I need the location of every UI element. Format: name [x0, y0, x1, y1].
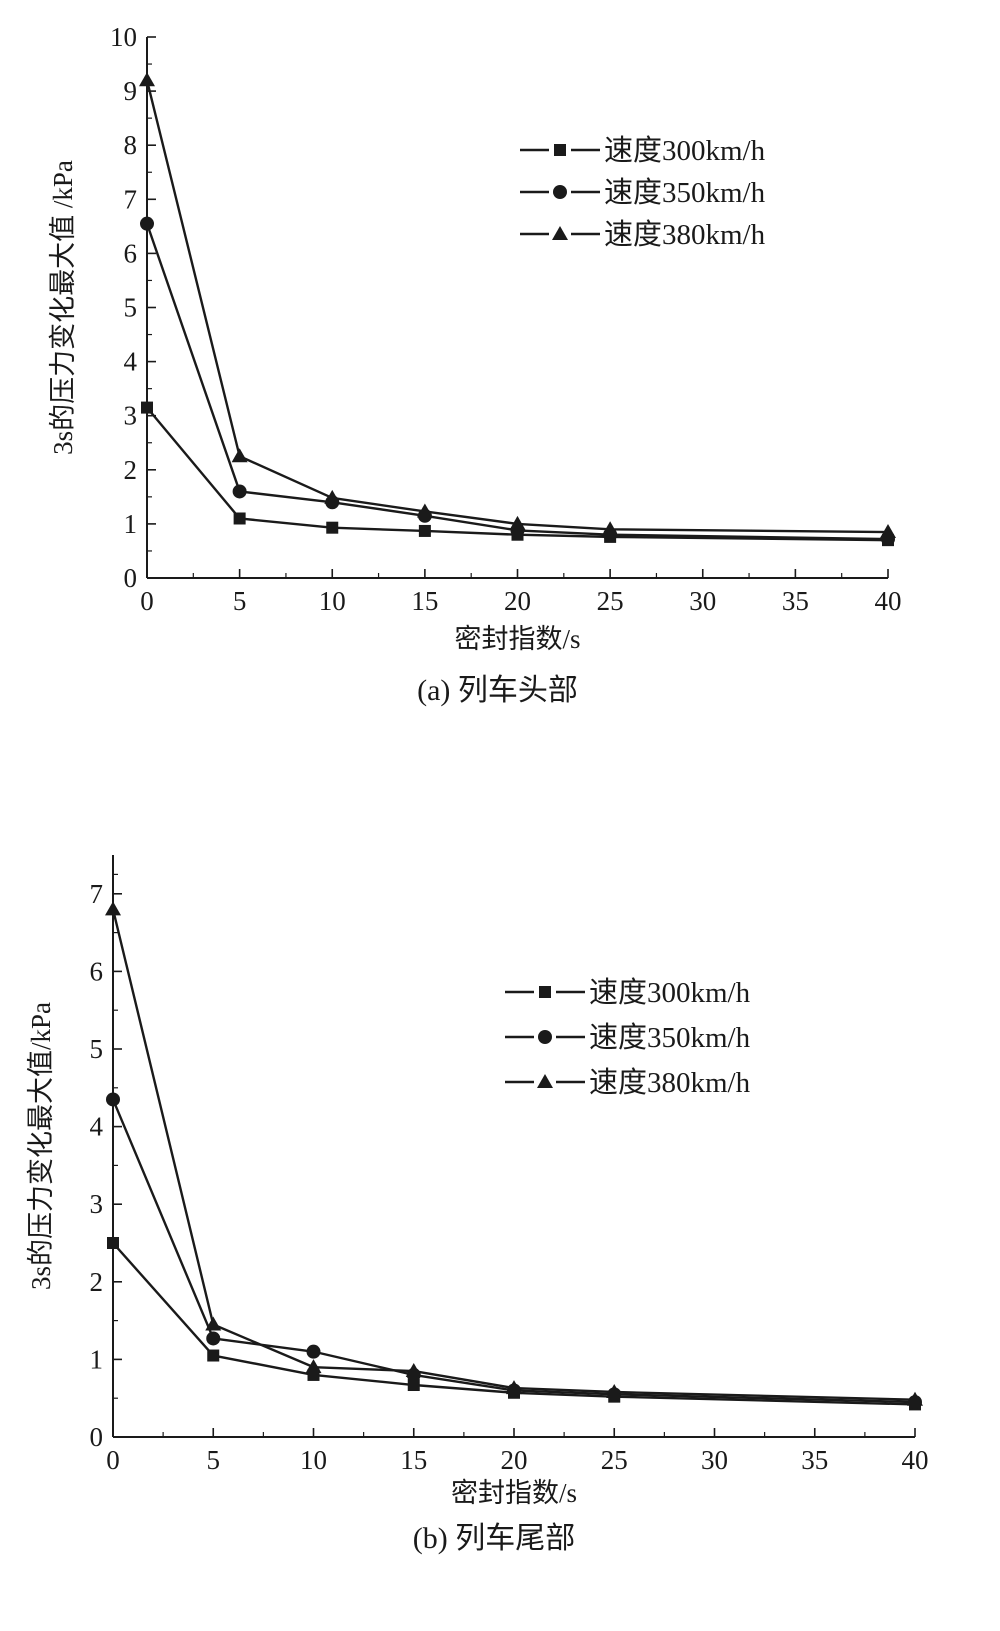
x-tick-label: 10 [300, 1445, 327, 1475]
x-tick-label: 30 [689, 586, 716, 616]
x-axis-label: 密封指数/s [454, 624, 580, 654]
series-3 [105, 901, 923, 1406]
x-tick-label: 5 [233, 586, 247, 616]
chart-caption: (b) 列车尾部 [413, 1522, 575, 1555]
y-tick-label: 7 [124, 184, 138, 214]
chart-panel-1: 0 5 10 15 20 25 30 35 40012345678910速度300km/h速度3… [48, 22, 902, 707]
series-line [111, 909, 916, 1401]
data-point-triangle [907, 1391, 923, 1406]
x-axis-label: 密封指数/s [451, 1478, 577, 1508]
data-point-triangle [205, 1316, 222, 1331]
data-point-triangle [105, 901, 121, 916]
x-tick-label: 40 [875, 586, 902, 616]
y-tick-label: 3 [90, 1189, 104, 1219]
x-tick-label: 30 [701, 1445, 728, 1475]
y-tick-label: 0 [90, 1422, 104, 1452]
data-point-square [326, 521, 339, 534]
data-point-triangle [139, 72, 155, 87]
chart-caption: (a) 列车头部 [417, 674, 578, 707]
data-point-square [207, 1349, 220, 1362]
legend: 速度300km/h 速度350km/h 速度380km/h [520, 134, 766, 251]
data-point-circle [140, 216, 154, 231]
y-tick-label: 9 [124, 76, 138, 106]
y-tick-label: 7 [90, 879, 104, 909]
y-axis-label: 3s的压力变化最大值/kPa [26, 1002, 56, 1290]
x-tick-label: 0 [140, 586, 154, 616]
legend-marker-circle [553, 185, 567, 199]
data-point-circle [206, 1331, 221, 1346]
x-tick-label: 10 [319, 586, 346, 616]
data-point-triangle [324, 489, 341, 504]
y-tick-label: 4 [124, 347, 138, 377]
data-point-circle [232, 484, 247, 499]
y-tick-label: 10 [110, 22, 137, 52]
y-tick-label: 6 [90, 956, 104, 986]
data-point-triangle [506, 1380, 522, 1395]
series-3 [139, 72, 896, 539]
y-tick-label: 4 [90, 1112, 104, 1142]
legend-label: 速度300km/h [604, 134, 766, 167]
legend-label: 速度380km/h [604, 218, 766, 251]
data-point-circle [306, 1344, 321, 1359]
x-tick-label: 25 [597, 586, 624, 616]
data-point-triangle [305, 1359, 322, 1374]
chart-panel-2: 0 5 10 15 20 25 30 35 40 0 1 2 3 4 5 6 7 速度300km/h 速度350km… [26, 855, 929, 1555]
legend-label: 速度300km/h [589, 976, 751, 1009]
data-point-circle [106, 1092, 120, 1107]
series-line [145, 223, 889, 541]
y-axis-label: 3s的压力变化最大值 /kPa [48, 160, 78, 455]
x-tick-label: 20 [501, 1445, 528, 1475]
series-line [111, 1098, 916, 1404]
y-tick-label: 2 [90, 1267, 104, 1297]
legend-label: 速度350km/h [604, 176, 766, 209]
data-point-triangle [509, 515, 526, 530]
data-point-square [418, 524, 431, 537]
legend-marker-triangle [552, 226, 568, 240]
x-tick-label: 35 [782, 586, 809, 616]
x-tick-label: 15 [411, 586, 438, 616]
legend-label: 速度350km/h [589, 1021, 751, 1054]
series-2 [106, 1092, 922, 1410]
data-point-square [107, 1237, 119, 1249]
x-tick-label: 0 [106, 1445, 120, 1475]
x-tick-label: 5 [207, 1445, 221, 1475]
y-tick-label: 5 [90, 1034, 104, 1064]
legend-label: 速度380km/h [589, 1066, 751, 1099]
y-tick-label: 8 [124, 130, 138, 160]
data-point-triangle [606, 1383, 623, 1398]
x-tick-label: 15 [400, 1445, 427, 1475]
data-point-square [233, 512, 246, 525]
series-line [145, 79, 889, 534]
data-point-triangle [405, 1363, 422, 1378]
series-2 [140, 216, 895, 547]
data-point-square [141, 401, 153, 414]
data-point-triangle [231, 448, 248, 463]
legend-marker-square [539, 986, 551, 998]
x-tick-label: 35 [801, 1445, 828, 1475]
legend-marker-circle [538, 1030, 552, 1044]
y-tick-label: 0 [124, 563, 138, 593]
legend: 速度300km/h 速度350km/h 速度380km/h [505, 976, 751, 1099]
data-point-triangle [416, 503, 433, 518]
y-tick-label: 1 [124, 509, 138, 539]
legend-marker-triangle [537, 1074, 553, 1088]
y-tick-label: 5 [124, 293, 138, 323]
x-tick-label: 20 [504, 586, 531, 616]
data-point-triangle [602, 521, 619, 536]
y-tick-label: 6 [124, 238, 138, 268]
legend-marker-square [554, 144, 566, 156]
data-point-square [407, 1379, 420, 1392]
y-tick-label: 1 [90, 1344, 104, 1374]
x-tick-label: 25 [601, 1445, 628, 1475]
x-tick-label: 40 [902, 1445, 929, 1475]
data-point-triangle [880, 524, 896, 539]
y-tick-label: 3 [124, 401, 138, 431]
y-tick-label: 2 [124, 455, 138, 485]
